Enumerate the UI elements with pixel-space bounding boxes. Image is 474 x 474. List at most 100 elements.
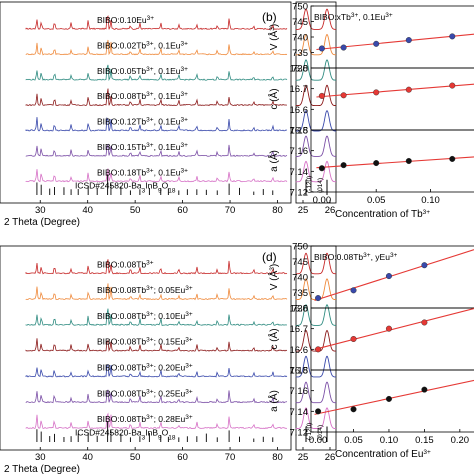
zoom-peak-3	[295, 304, 336, 326]
zoom-peak-7	[295, 407, 336, 429]
xrd-pattern-7	[25, 168, 288, 183]
xrd-pattern-2	[25, 39, 288, 56]
x-tick-label: 0.00	[313, 195, 332, 206]
y-tick-label: 16.5	[290, 126, 309, 137]
hkl-label-014: (014)	[317, 425, 324, 440]
data-point	[421, 386, 428, 393]
zoom-peak-1	[295, 8, 336, 30]
y-tick-label: 16.5	[290, 366, 309, 377]
xrd-pattern-6	[25, 389, 288, 404]
xrd-frame	[0, 245, 292, 451]
data-point	[405, 86, 412, 93]
zoom-x-tick-label: 26	[325, 452, 336, 463]
y-tick-label: 7.16	[290, 146, 309, 157]
data-point	[318, 165, 325, 172]
subplot-frame	[310, 369, 474, 433]
panel-d-lattice-eu: (d) BIBO:0.08Tb3+, yEu3+ 730 735 740 745 750 V …	[262, 242, 474, 460]
x-tick-label: 80	[272, 452, 283, 463]
fit-line	[314, 249, 474, 302]
y-tick-label: 16.7	[290, 84, 309, 95]
subplot-frame	[310, 67, 474, 131]
zoom-peak-4	[295, 84, 336, 107]
y-axis-title: c (Å)	[267, 88, 280, 109]
y-tick-label: 7.14	[290, 167, 309, 178]
x-axis-title: 2 Theta (Degree)	[4, 464, 80, 474]
data-point	[315, 295, 322, 302]
data-point	[315, 346, 322, 353]
xrd-pattern-5	[25, 364, 288, 378]
x-axis-title: Concentration of Tb3+	[335, 209, 430, 221]
zoom-peak-5	[295, 355, 336, 378]
zoom-peak-6	[295, 135, 336, 157]
x-tick-label: 40	[82, 205, 93, 216]
zoom-frame	[295, 1, 337, 204]
data-point	[385, 395, 392, 402]
panel-a-xrd: BIBO:0.10Eu3+ BIBO:0.02Tb3+, 0.1Eu3+ BIBO:…	[0, 1, 337, 228]
y-tick-label: 16.6	[290, 105, 309, 116]
y-tick-label: 7.12	[290, 188, 309, 199]
x-tick-label: 80	[272, 205, 283, 216]
zoom-x-tick-label: 25	[298, 205, 309, 216]
x-tick-label: 0.20	[451, 435, 470, 446]
hkl-label-014: (014)	[317, 178, 324, 193]
y-tick-label: 745	[292, 17, 308, 28]
data-point	[350, 406, 357, 413]
data-point	[385, 273, 392, 280]
x-tick-label: 50	[130, 452, 141, 463]
subplot-frame	[310, 307, 474, 371]
panel-c-xrd: BIBO:0.08Tb3+ BIBO:0.08Tb3+; 0.05Eu3+ BIBO…	[0, 245, 337, 474]
panel-b-lattice-tb: (b) BIBO:xTb3+, 0.1Eu3+ 730 735 740 745 750 V (…	[262, 2, 474, 221]
x-tick-label: 30	[35, 452, 46, 463]
xrd-pattern-5	[25, 116, 288, 132]
chart-title: BIBO:xTb3+, 0.1Eu3+	[314, 12, 393, 23]
fit-line	[314, 307, 474, 350]
xrd-pattern-7	[25, 412, 288, 430]
reference-label: ICSD#245820-Ba3InB9O18	[75, 181, 176, 195]
y-tick-label: 16.8	[290, 64, 309, 75]
sample-label-5: BIBO:0.08Tb3+; 0.20Eu3+	[97, 362, 193, 373]
sample-label-2: BIBO:0.08Tb3+; 0.05Eu3+	[97, 285, 193, 296]
y-tick-label: 740	[292, 33, 308, 44]
xrd-pattern-4	[25, 338, 288, 352]
data-point	[449, 155, 456, 162]
y-tick-label: 7.18	[290, 366, 309, 377]
data-point	[350, 287, 357, 294]
x-tick-label: 0.10	[380, 435, 399, 446]
data-point	[449, 82, 456, 89]
data-point	[340, 92, 347, 99]
y-tick-label: 730	[292, 64, 308, 75]
sample-label-1: BIBO:0.08Tb3+	[97, 259, 154, 270]
xrd-pattern-3	[25, 308, 288, 326]
y-axis-title: a (Å)	[267, 150, 280, 172]
sample-label-5: BIBO:0.12Tb3+, 0.1Eu3+	[97, 116, 188, 127]
data-point	[373, 40, 380, 47]
data-point	[318, 92, 325, 99]
y-tick-label: 750	[292, 242, 308, 253]
data-point	[373, 160, 380, 167]
x-tick-label: 50	[130, 205, 141, 216]
x-tick-label: 30	[35, 205, 46, 216]
sample-label-6: BIBO:0.08Tb3+; 0.25Eu3+	[97, 388, 193, 399]
hkl-label-120: (-120)	[306, 176, 313, 193]
y-tick-label: 7.14	[290, 407, 309, 418]
xrd-pattern-6	[25, 143, 288, 158]
sample-label-3: BIBO:0.05Tb3+, 0.1Eu3+	[97, 65, 188, 76]
zoom-peak-5	[295, 110, 336, 132]
x-axis-title: 2 Theta (Degree)	[4, 217, 80, 228]
zoom-x-tick-label: 25	[298, 452, 309, 463]
x-tick-label: 0.10	[421, 195, 440, 206]
data-point	[340, 44, 347, 51]
data-point	[340, 162, 347, 169]
sample-label-1: BIBO:0.10Eu3+	[97, 15, 154, 26]
xrd-frame	[0, 1, 292, 204]
fit-line	[314, 379, 474, 415]
y-tick-label: 730	[292, 304, 308, 315]
xrd-pattern-4	[25, 88, 288, 107]
y-tick-label: 7.16	[290, 386, 309, 397]
data-point	[350, 336, 357, 343]
y-axis-title: V (Å3)	[267, 264, 280, 290]
sample-label-7: BIBO:0.08Tb3+; 0.28Eu3+	[97, 414, 193, 425]
y-tick-label: 7.12	[290, 428, 309, 439]
x-tick-label: 0.15	[415, 435, 434, 446]
x-tick-label: 70	[225, 452, 236, 463]
